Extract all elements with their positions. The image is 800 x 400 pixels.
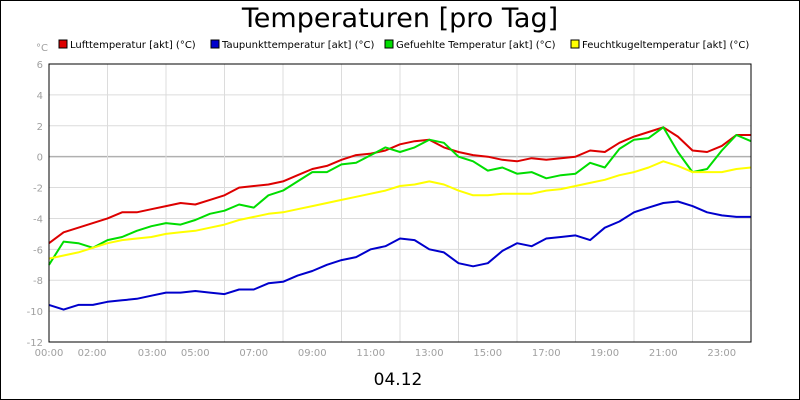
x-tick-label: 19:00 (590, 348, 619, 359)
legend-swatch (210, 39, 220, 49)
x-tick-label: 13:00 (415, 348, 444, 359)
x-tick-label: 17:00 (532, 348, 561, 359)
series-line (48, 126, 751, 245)
legend-swatch (58, 39, 68, 49)
legend: Lufttemperatur [akt] (°C) Taupunkttempera… (58, 39, 749, 51)
x-tick-label: 05:00 (181, 348, 210, 359)
legend-swatch (570, 39, 580, 49)
x-tick-label: 00:00 (35, 348, 64, 359)
plot-area-border (48, 63, 752, 343)
x-tick-label: 02:00 (78, 348, 107, 359)
y-tick-label: -8 (33, 276, 43, 287)
y-tick-label: 4 (37, 91, 43, 102)
grid (48, 63, 752, 343)
series-line (48, 200, 751, 311)
series-lines (48, 126, 752, 311)
x-tick-label: 07:00 (239, 348, 268, 359)
x-tick-label: 21:00 (649, 348, 678, 359)
y-tick-label: -4 (33, 214, 43, 225)
x-tick-label: 03:00 (138, 348, 167, 359)
legend-swatch (384, 39, 394, 49)
chart-title: Temperaturen [pro Tag] (241, 3, 558, 34)
legend-entry: Lufttemperatur [akt] (°C) (70, 40, 196, 51)
series-line (48, 160, 752, 260)
series-line (48, 126, 752, 266)
y-axis-unit-label: °C (36, 43, 48, 54)
x-tick-label: 09:00 (298, 348, 327, 359)
x-axis-date-label: 04.12 (374, 370, 423, 390)
y-tick-label: -2 (33, 184, 43, 195)
y-tick-label: 0 (37, 153, 43, 164)
x-tick-label: 15:00 (473, 348, 502, 359)
y-axis-ticks: 6 4 2 0 -2 -4 -6 -8 -10 -12 (27, 60, 43, 349)
x-tick-label: 11:00 (356, 348, 385, 359)
y-tick-label: 2 (37, 122, 43, 133)
y-tick-label: -10 (27, 307, 43, 318)
x-tick-label: 23:00 (707, 348, 736, 359)
y-tick-label: -12 (27, 338, 43, 349)
y-tick-label: -6 (33, 245, 43, 256)
legend-entry: Taupunkttemperatur [akt] (°C) (221, 40, 374, 51)
legend-entry: Gefuehlte Temperatur [akt] (°C) (396, 40, 556, 51)
y-tick-label: 6 (37, 60, 43, 71)
legend-entry: Feuchtkugeltemperatur [akt] (°C) (582, 40, 749, 51)
x-axis-ticks: 00:00 02:00 03:00 05:00 07:00 09:00 11:00 13:00… (35, 348, 737, 359)
